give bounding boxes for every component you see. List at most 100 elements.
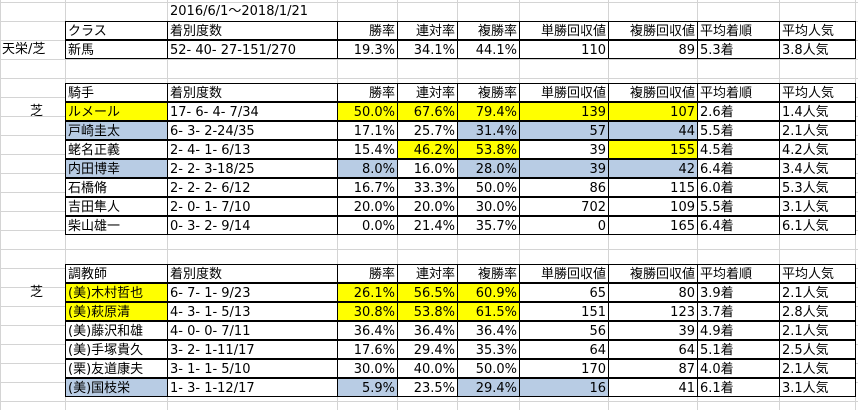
trainer-header-cell: 勝率: [337, 264, 398, 283]
trainer-header-cell: 調教師: [65, 264, 168, 283]
trainer-row-cell: 61.5%: [457, 302, 520, 321]
class-data-cell: 52- 40- 27-151/270: [167, 40, 338, 59]
jockey-row-cell: 33.3%: [397, 178, 458, 197]
grid-hline: [0, 59, 858, 60]
trainer-row-cell: 3- 1- 1- 5/10: [167, 359, 338, 378]
jockey-row-cell: 5.5着: [697, 197, 780, 216]
class-data-cell: 110: [519, 40, 609, 59]
jockey-row-cell: 702: [519, 197, 609, 216]
trainer-row-cell: 3.9着: [697, 283, 780, 302]
jockey-row-cell: 2.6着: [697, 102, 780, 121]
jockey-row-cell: 79.4%: [457, 102, 520, 121]
trainer-row-cell: 2.1人気: [779, 359, 856, 378]
jockey-header-cell: 単勝回収値: [519, 83, 609, 102]
class-header-cell: 単勝回収値: [519, 21, 609, 40]
trainer-row-cell: 151: [519, 302, 609, 321]
trainer-row-cell: 3.1人気: [779, 378, 856, 397]
trainer-header-cell: 着別度数: [167, 264, 338, 283]
class-header-cell: 複勝回収値: [608, 21, 698, 40]
jockey-row-cell: 4.2人気: [779, 140, 856, 159]
class-header-cell: 複勝率: [457, 21, 520, 40]
class-data-cell: 5.3着: [697, 40, 780, 59]
trainer-row-cell: 2.1人気: [779, 321, 856, 340]
jockey-header-cell: 平均着順: [697, 83, 780, 102]
trainer-row-cell: 4- 3- 1- 5/13: [167, 302, 338, 321]
jockey-row-cell: 6.1人気: [779, 216, 856, 235]
trainer-row-cell: 4- 0- 0- 7/11: [167, 321, 338, 340]
trainer-header-cell: 平均着順: [697, 264, 780, 283]
class-header-cell: クラス: [65, 21, 168, 40]
jockey-row-cell: 石橋脩: [65, 178, 168, 197]
jockey-row-cell: 5.3人気: [779, 178, 856, 197]
trainer-header-cell: 複勝回収値: [608, 264, 698, 283]
jockey-header-cell: 着別度数: [167, 83, 338, 102]
grid-hline: [0, 78, 858, 79]
trainer-row-cell: (美)木村哲也: [65, 283, 168, 302]
jockey-row-cell: 2- 2- 2- 6/12: [167, 178, 338, 197]
jockey-row-cell: 蛯名正義: [65, 140, 168, 159]
jockey-row-cell: 165: [608, 216, 698, 235]
class-data-cell: 3.8人気: [779, 40, 856, 59]
jockey-row-cell: 6- 3- 2-24/35: [167, 121, 338, 140]
jockey-header-cell: 複勝回収値: [608, 83, 698, 102]
jockey-row-cell: 20.0%: [397, 197, 458, 216]
trainer-row-cell: (栗)友道康夫: [65, 359, 168, 378]
trainer-header-cell: 平均人気: [779, 264, 856, 283]
grid-hline: [0, 2, 858, 3]
jockey-row-cell: 107: [608, 102, 698, 121]
section-label-jockey: 芝: [30, 104, 44, 119]
jockey-row-cell: 50.0%: [457, 178, 520, 197]
trainer-header-cell: 複勝率: [457, 264, 520, 283]
trainer-row-cell: 87: [608, 359, 698, 378]
jockey-row-cell: 67.6%: [397, 102, 458, 121]
trainer-row-cell: 5.1着: [697, 340, 780, 359]
jockey-row-cell: 115: [608, 178, 698, 197]
jockey-row-cell: 35.7%: [457, 216, 520, 235]
trainer-row-cell: 23.5%: [397, 378, 458, 397]
jockey-row-cell: 吉田隼人: [65, 197, 168, 216]
trainer-row-cell: 4.9着: [697, 321, 780, 340]
trainer-row-cell: (美)藤沢和雄: [65, 321, 168, 340]
jockey-row-cell: 31.4%: [457, 121, 520, 140]
trainer-row-cell: 41: [608, 378, 698, 397]
jockey-row-cell: 0- 3- 2- 9/14: [167, 216, 338, 235]
jockey-row-cell: ルメール: [65, 102, 168, 121]
trainer-row-cell: 64: [608, 340, 698, 359]
trainer-row-cell: 56: [519, 321, 609, 340]
jockey-row-cell: 86: [519, 178, 609, 197]
trainer-row-cell: 65: [519, 283, 609, 302]
jockey-row-cell: 57: [519, 121, 609, 140]
jockey-row-cell: 39: [519, 140, 609, 159]
trainer-row-cell: 3- 2- 1-11/17: [167, 340, 338, 359]
jockey-row-cell: 17- 6- 4- 7/34: [167, 102, 338, 121]
trainer-row-cell: 80: [608, 283, 698, 302]
jockey-row-cell: 17.1%: [337, 121, 398, 140]
trainer-row-cell: 40.0%: [397, 359, 458, 378]
date-range: 2016/6/1～2018/1/21: [170, 4, 309, 19]
class-data-cell: 89: [608, 40, 698, 59]
jockey-row-cell: 2- 4- 1- 6/13: [167, 140, 338, 159]
jockey-row-cell: 30.0%: [457, 197, 520, 216]
trainer-row-cell: 35.3%: [457, 340, 520, 359]
trainer-row-cell: 170: [519, 359, 609, 378]
jockey-header-cell: 平均人気: [779, 83, 856, 102]
class-header-cell: 着別度数: [167, 21, 338, 40]
jockey-row-cell: 0.0%: [337, 216, 398, 235]
trainer-row-cell: (美)国枝栄: [65, 378, 168, 397]
jockey-row-cell: 8.0%: [337, 159, 398, 178]
class-header-cell: 勝率: [337, 21, 398, 40]
class-data-cell: 34.1%: [397, 40, 458, 59]
jockey-row-cell: 21.4%: [397, 216, 458, 235]
jockey-row-cell: 139: [519, 102, 609, 121]
jockey-row-cell: 53.8%: [457, 140, 520, 159]
trainer-row-cell: 50.0%: [457, 359, 520, 378]
trainer-row-cell: 36.4%: [337, 321, 398, 340]
class-data-cell: 44.1%: [457, 40, 520, 59]
jockey-row-cell: 3.4人気: [779, 159, 856, 178]
jockey-row-cell: 内田博幸: [65, 159, 168, 178]
trainer-row-cell: 36.4%: [397, 321, 458, 340]
jockey-header-cell: 複勝率: [457, 83, 520, 102]
jockey-row-cell: 戸崎圭太: [65, 121, 168, 140]
jockey-row-cell: 柴山雄一: [65, 216, 168, 235]
